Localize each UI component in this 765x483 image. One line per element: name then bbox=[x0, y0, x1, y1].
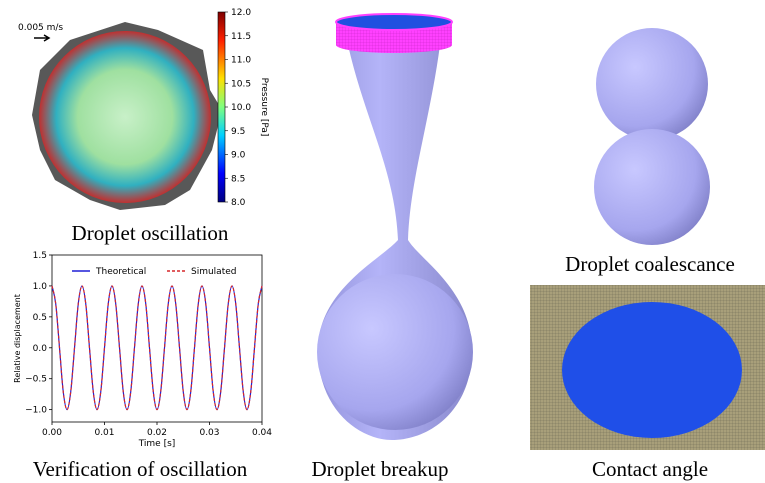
nozzle-top bbox=[336, 14, 452, 30]
x-tick-label: 0.04 bbox=[252, 428, 272, 438]
legend-label: Theoretical bbox=[95, 267, 146, 277]
x-tick-label: 0.01 bbox=[94, 428, 114, 438]
y-tick-label: 0.5 bbox=[33, 313, 47, 323]
legend-label: Simulated bbox=[191, 267, 236, 277]
oscillation-panel: 0.005 m/s Pressure [Pa] 12.0 11.5 11.0 10.5… bbox=[18, 8, 269, 245]
velocity-arrow bbox=[34, 35, 49, 41]
y-tick-label: 1.5 bbox=[33, 251, 47, 261]
plot-frame bbox=[52, 255, 262, 422]
colorbar-tick-label: 10.0 bbox=[231, 103, 251, 113]
y-tick-label: −0.5 bbox=[25, 375, 47, 385]
x-axis-label: Time [s] bbox=[138, 439, 176, 449]
velocity-label: 0.005 m/s bbox=[18, 23, 63, 33]
colorbar-tick-label: 9.0 bbox=[231, 151, 246, 161]
colorbar-tick-label: 8.0 bbox=[231, 198, 246, 208]
drop bbox=[596, 28, 708, 140]
line-series bbox=[52, 286, 262, 410]
colorbar-tick-label: 11.0 bbox=[231, 56, 251, 66]
figure: 0.005 m/s Pressure [Pa] 12.0 11.5 11.0 10.5… bbox=[0, 0, 765, 483]
droplet bbox=[39, 31, 211, 203]
drop bbox=[562, 302, 742, 438]
colorbar-tick-label: 8.5 bbox=[231, 174, 245, 184]
colorbar-tick-label: 9.5 bbox=[231, 127, 245, 137]
colorbar-tick-label: 10.5 bbox=[231, 79, 251, 89]
drop bbox=[317, 274, 473, 430]
y-axis-label: Relative displacement bbox=[13, 294, 22, 383]
colorbar-tick-label: 11.5 bbox=[231, 32, 251, 42]
breakup-panel: Droplet breakup bbox=[311, 14, 473, 481]
y-tick-label: −1.0 bbox=[25, 406, 47, 416]
y-tick-label: 1.0 bbox=[33, 282, 48, 292]
caption: Droplet breakup bbox=[311, 457, 448, 481]
contact-panel: Contact angle bbox=[530, 285, 765, 481]
caption: Droplet oscillation bbox=[72, 221, 229, 245]
colorbar-tick-label: 12.0 bbox=[231, 8, 251, 18]
coalescence-panel: Droplet coalescance bbox=[565, 28, 735, 276]
line-series bbox=[52, 286, 262, 410]
caption: Contact angle bbox=[592, 457, 708, 481]
x-tick-label: 0.02 bbox=[147, 428, 167, 438]
x-tick-label: 0.00 bbox=[42, 428, 62, 438]
colorbar bbox=[218, 12, 225, 202]
y-tick-label: 0.0 bbox=[33, 344, 48, 354]
line-chart: 1.5 1.0 0.5 0.0 −0.5 −1.0 0.00 0.01 0.02 0.03 0.04… bbox=[13, 251, 272, 449]
colorbar-label: Pressure [Pa] bbox=[259, 78, 269, 137]
caption: Droplet coalescance bbox=[565, 252, 735, 276]
caption: Verification of oscillation bbox=[33, 457, 248, 481]
x-tick-label: 0.03 bbox=[199, 428, 219, 438]
drop bbox=[594, 129, 710, 245]
